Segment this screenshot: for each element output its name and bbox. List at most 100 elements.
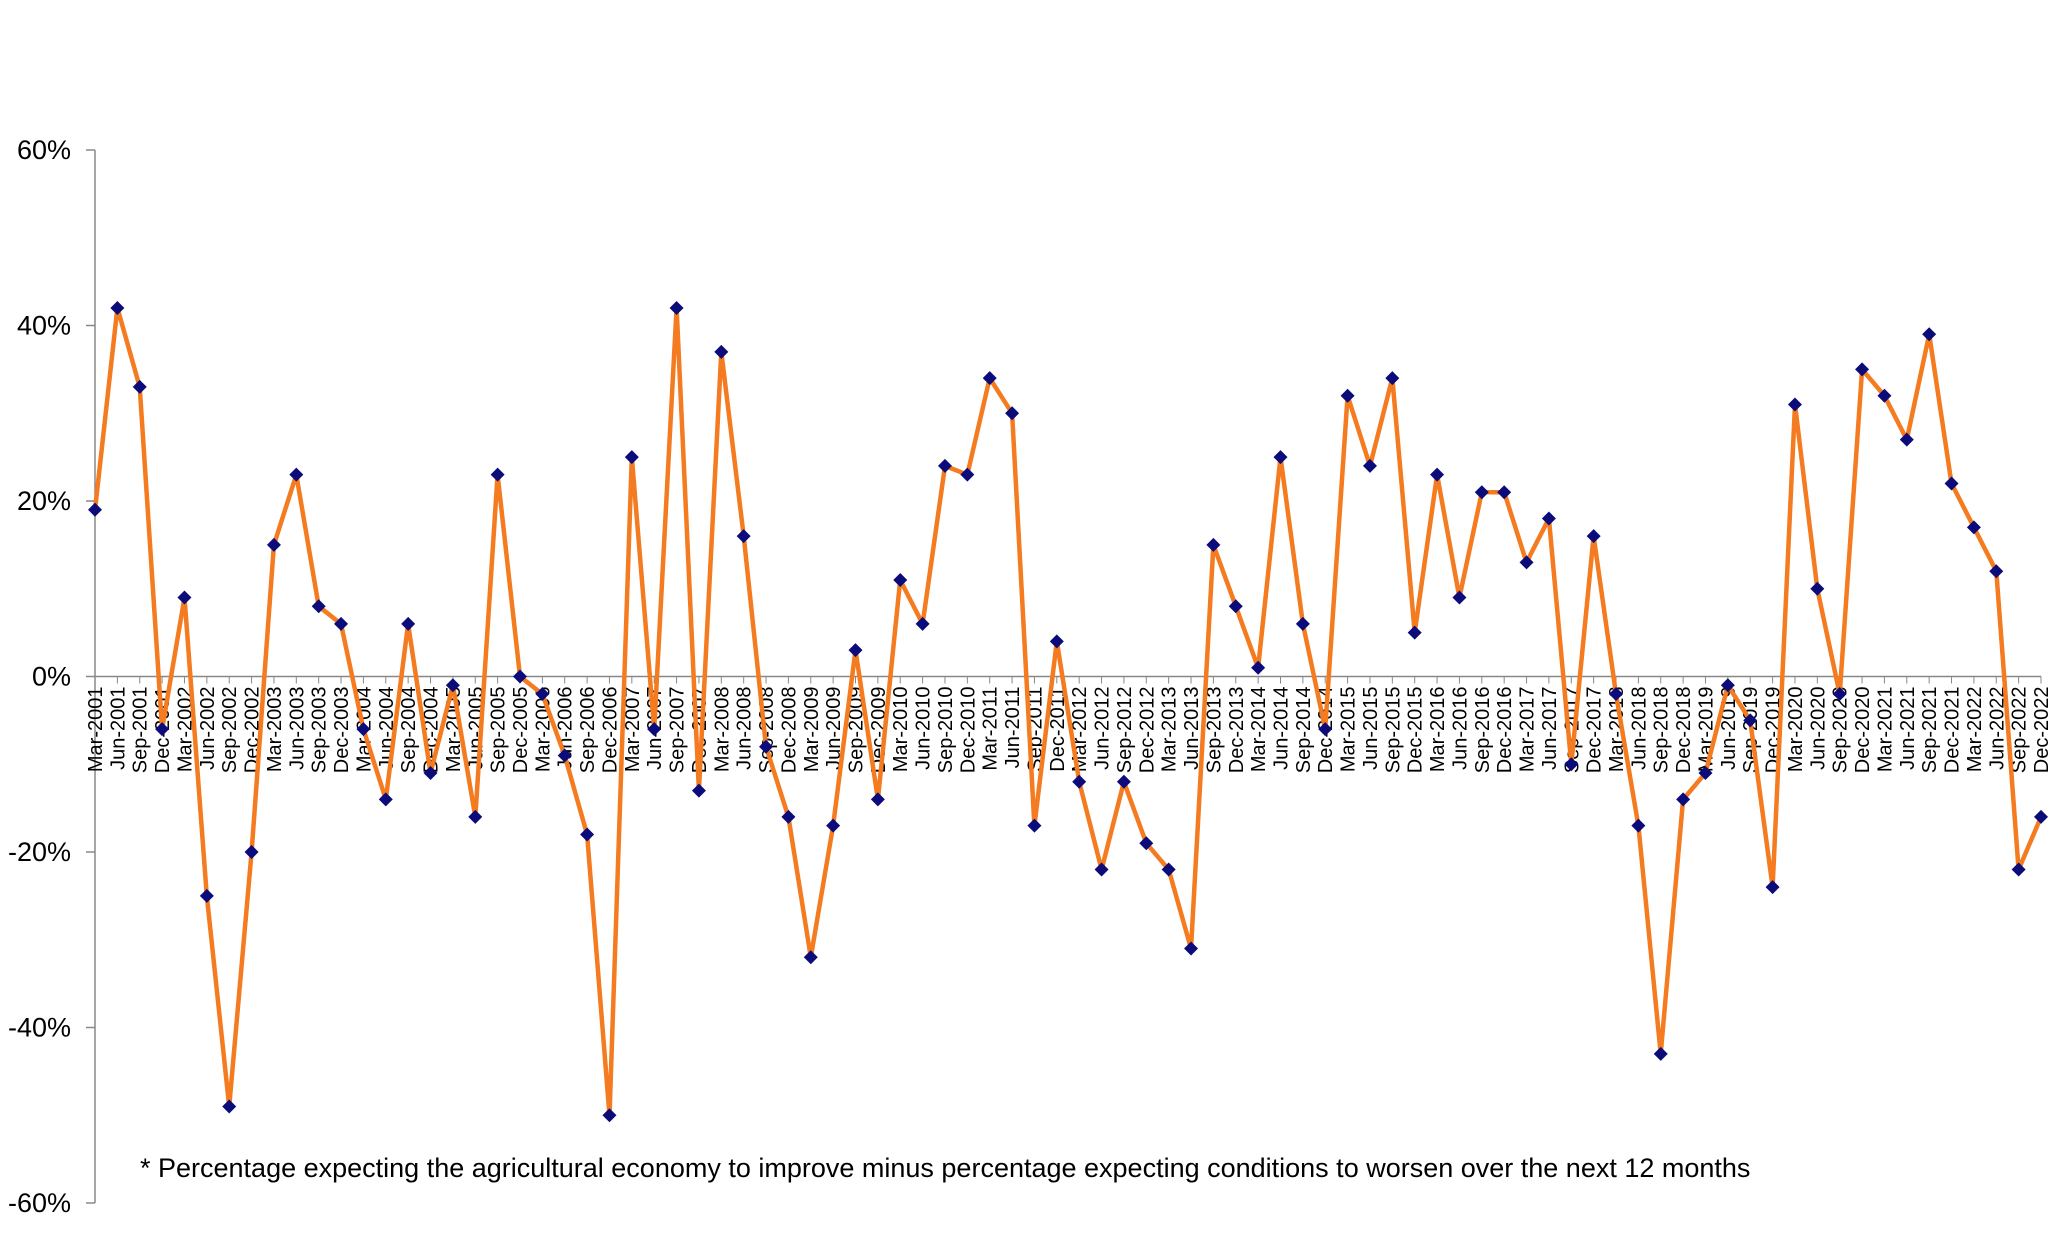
- data-point-marker: [1340, 388, 1355, 403]
- data-point-marker: [1206, 537, 1221, 552]
- data-point-marker: [870, 792, 885, 807]
- x-tick-label: Sep-2004: [398, 687, 420, 774]
- x-tick-label: Sep-2002: [219, 687, 241, 774]
- data-point-marker: [982, 371, 997, 386]
- data-point-marker: [334, 616, 349, 631]
- data-point-marker: [1922, 327, 1937, 342]
- data-point-marker: [669, 300, 684, 315]
- data-point-marker: [244, 845, 259, 859]
- y-tick-label: 40%: [17, 311, 71, 341]
- data-point-marker: [468, 809, 483, 824]
- data-point-marker: [110, 300, 125, 315]
- x-tick-label: Mar-2019: [1695, 687, 1717, 773]
- data-point-marker: [1005, 406, 1020, 421]
- data-point-marker: [1273, 450, 1288, 465]
- data-point-marker: [1966, 520, 1981, 535]
- x-tick-label: Jun-2012: [1092, 687, 1114, 770]
- x-tick-label: Dec-2015: [1405, 687, 1427, 774]
- data-point-marker: [1989, 564, 2004, 579]
- y-tick-label: 20%: [17, 486, 71, 516]
- data-point-marker: [781, 809, 796, 824]
- data-point-marker: [177, 590, 192, 605]
- data-point-marker: [893, 572, 908, 587]
- y-tick-label: 60%: [17, 135, 71, 165]
- data-point-marker: [1787, 397, 1802, 412]
- data-point-marker: [445, 678, 460, 693]
- x-tick-label: Mar-2021: [1874, 687, 1896, 773]
- data-point-marker: [915, 616, 930, 631]
- x-tick-label: Sep-2015: [1382, 687, 1404, 774]
- x-tick-label: Jun-2013: [1181, 687, 1203, 770]
- x-tick-label: Sep-2016: [1472, 687, 1494, 774]
- x-tick-label: Jun-2008: [734, 687, 756, 770]
- x-tick-label: Mar-2009: [801, 687, 823, 773]
- data-point-marker: [2011, 862, 2026, 877]
- data-point-marker: [1094, 862, 1109, 877]
- data-point-marker: [1161, 862, 1176, 877]
- x-tick-label: Jun-2014: [1270, 687, 1292, 770]
- x-tick-label: Dec-2010: [957, 687, 979, 774]
- data-point-marker: [736, 529, 751, 544]
- data-point-marker: [1877, 388, 1892, 403]
- x-tick-label: Dec-2021: [1942, 687, 1964, 774]
- data-point-marker: [1184, 941, 1199, 956]
- x-tick-label: Mar-2011: [980, 687, 1002, 771]
- x-tick-label: Jun-2018: [1628, 687, 1650, 770]
- data-point-marker: [222, 1099, 237, 1114]
- data-point-marker: [624, 450, 639, 465]
- data-point-marker: [401, 616, 416, 631]
- data-point-marker: [803, 950, 818, 965]
- y-ticks: 60% 40% 20% 0% -20% -40% -60%: [8, 135, 95, 1218]
- x-tick-label: Dec-2011: [1047, 687, 1069, 772]
- data-point-marker: [1586, 529, 1601, 544]
- x-tick-label: Dec-2016: [1494, 687, 1516, 774]
- data-point-marker: [937, 458, 952, 473]
- x-tick-label: Sep-2020: [1830, 687, 1852, 774]
- data-point-marker: [423, 766, 438, 781]
- footnote-annotation: * Percentage expecting the agricultural …: [140, 1153, 1750, 1183]
- data-point-marker: [2034, 809, 2048, 824]
- series-line: [92, 305, 2044, 1118]
- data-point-marker: [647, 722, 662, 737]
- data-point-marker: [1855, 362, 1870, 377]
- x-tick-label: Dec-2008: [778, 687, 800, 774]
- data-point-marker: [356, 722, 371, 737]
- x-tick-label: Mar-2007: [622, 687, 644, 773]
- data-point-marker: [1251, 660, 1266, 675]
- data-point-marker: [1474, 485, 1489, 500]
- y-tick-label: -20%: [8, 837, 71, 867]
- data-point-marker: [1631, 818, 1646, 833]
- data-point-marker: [311, 599, 326, 614]
- x-tick-label: Sep-2012: [1114, 687, 1136, 774]
- data-point-marker: [1452, 590, 1467, 605]
- x-tick-label: Mar-2003: [264, 687, 286, 773]
- data-point-marker: [535, 687, 550, 702]
- data-point-marker: [266, 537, 281, 552]
- x-tick-label: Mar-2013: [1159, 687, 1181, 773]
- x-tick-label: Dec-2017: [1584, 687, 1606, 774]
- data-point-marker: [512, 669, 527, 684]
- x-tick-label: Dec-2012: [1136, 687, 1158, 774]
- x-tick-label: Dec-2013: [1226, 687, 1248, 774]
- x-tick-label: Mar-2020: [1785, 687, 1807, 773]
- data-point-marker: [1810, 581, 1825, 596]
- x-tick-label: Sep-2013: [1203, 687, 1225, 774]
- data-point-marker: [155, 722, 170, 737]
- data-point-marker: [378, 792, 393, 807]
- x-tick-label: Sep-2007: [667, 687, 689, 774]
- data-point-marker: [1720, 678, 1735, 693]
- data-point-marker: [691, 783, 706, 798]
- data-point-marker: [557, 748, 572, 763]
- y-axis: 60% 40% 20% 0% -20% -40% -60%: [8, 135, 96, 1218]
- data-point-marker: [714, 344, 729, 359]
- data-point-marker: [1430, 467, 1445, 482]
- x-tick-label: Sep-2001: [130, 687, 152, 774]
- data-point-marker: [1049, 634, 1064, 649]
- x-tick-label: Jun-2015: [1360, 687, 1382, 770]
- data-point-marker: [1497, 485, 1512, 500]
- series-markers: [88, 300, 2048, 1123]
- data-point-marker: [1116, 774, 1131, 789]
- x-tick-label: Mar-2017: [1517, 687, 1539, 773]
- x-tick-label: Sep-2005: [488, 687, 510, 774]
